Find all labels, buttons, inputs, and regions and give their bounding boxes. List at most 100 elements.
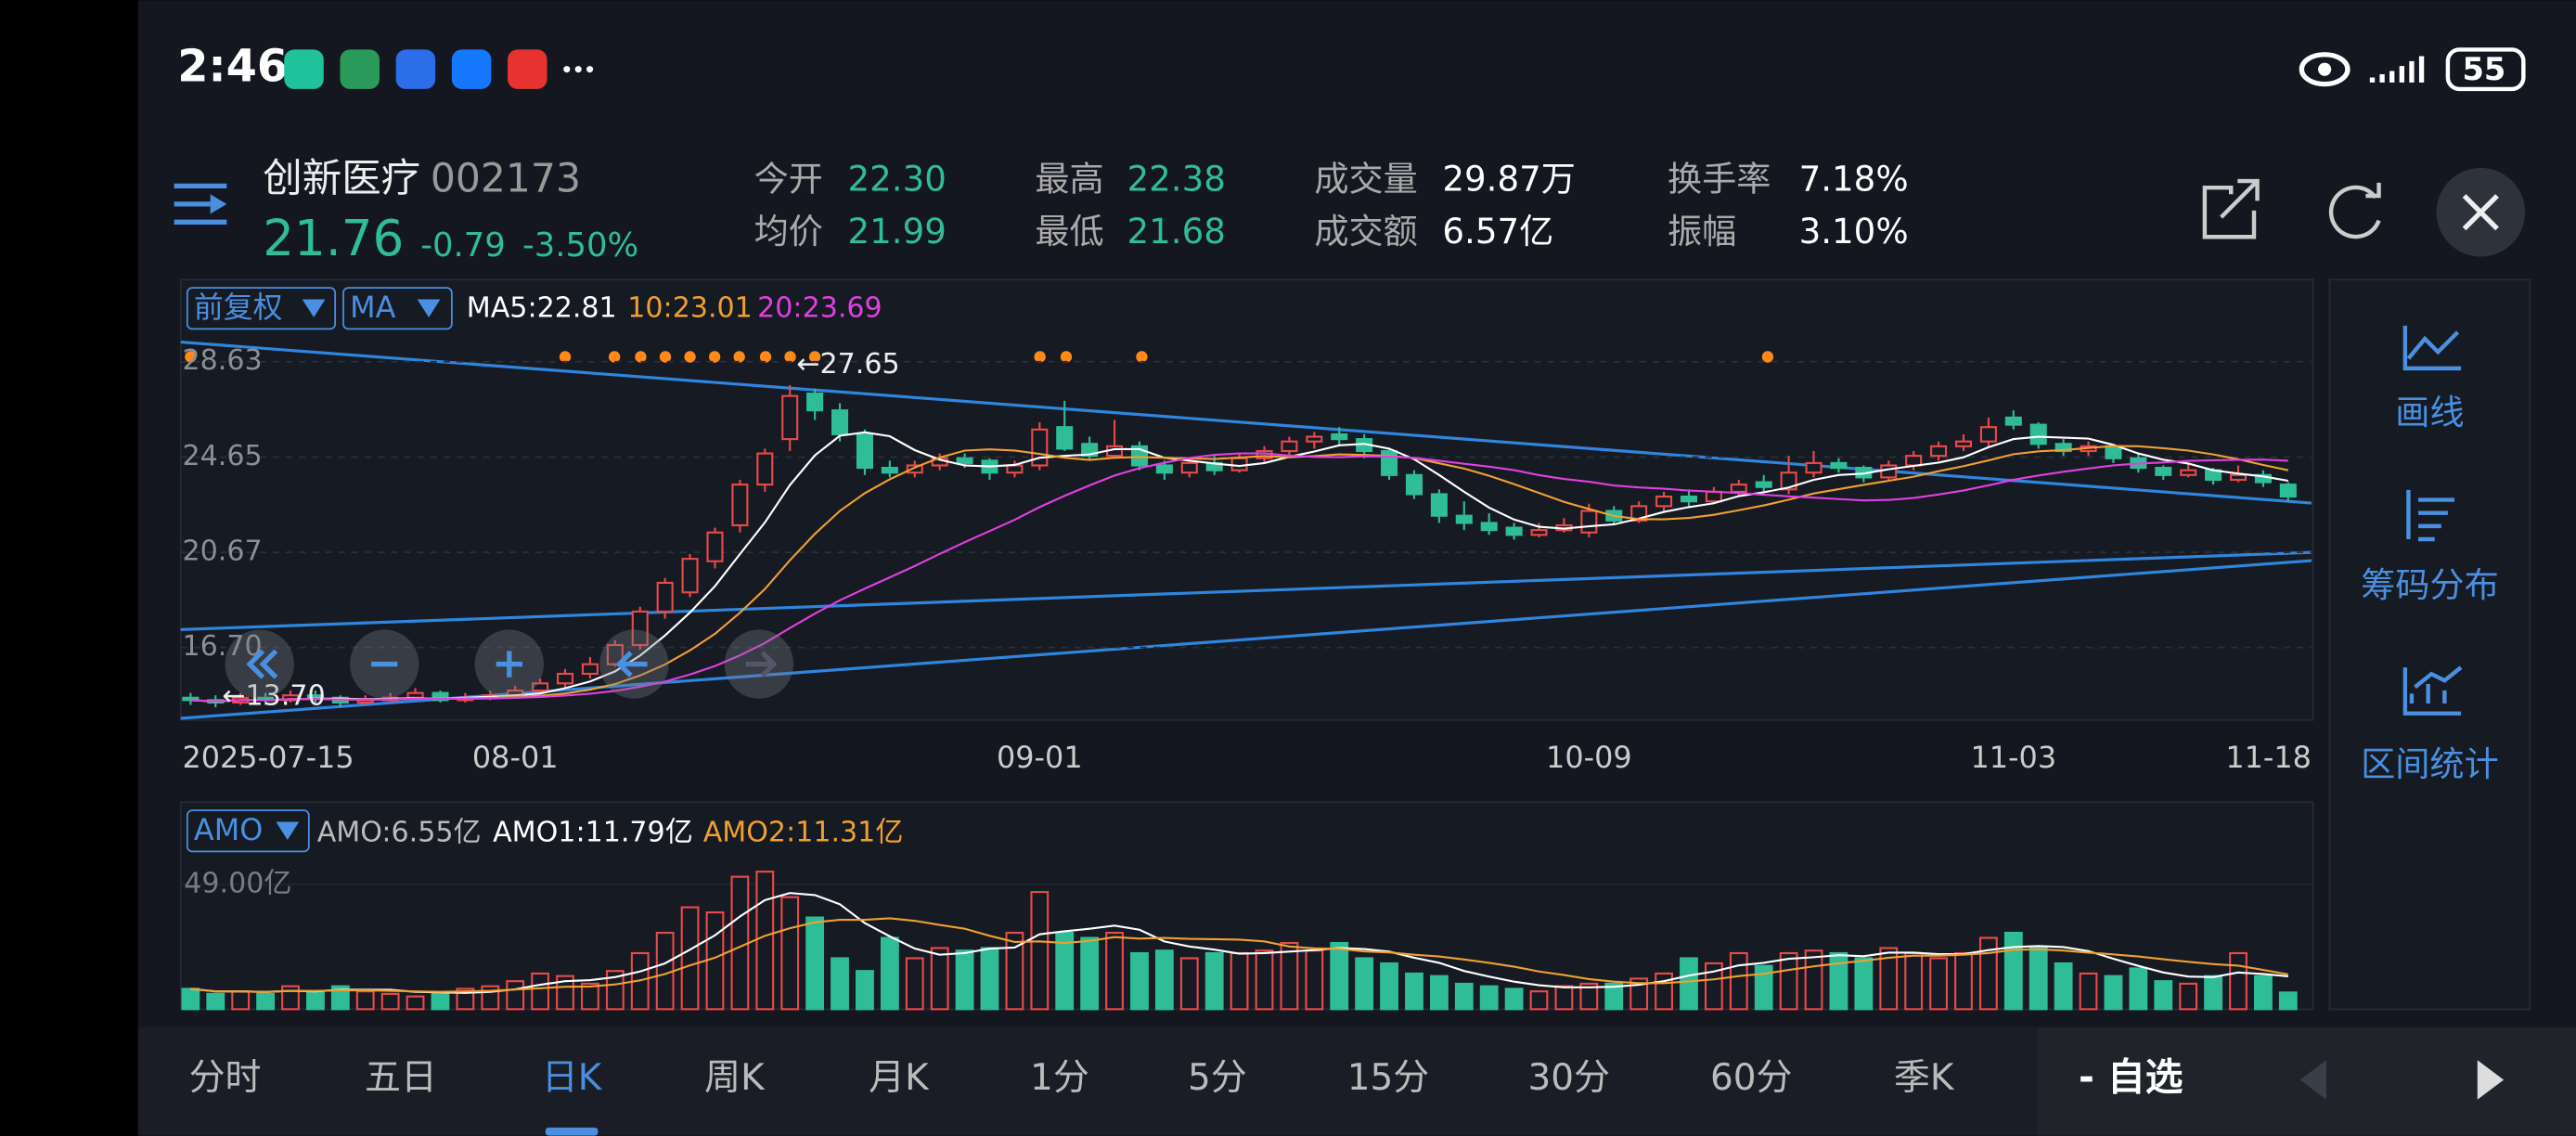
volume-bar	[1879, 947, 1899, 1011]
volume-bar	[256, 992, 276, 1011]
ma-line	[190, 445, 2289, 703]
candle-body	[631, 610, 649, 647]
legend-boxes[interactable]	[186, 287, 453, 853]
side-tool[interactable]: 区间统计	[2361, 743, 2499, 784]
tab[interactable]: 日K	[542, 1057, 603, 1099]
menu-icon[interactable]	[174, 183, 227, 225]
refresh-icon[interactable]	[2328, 182, 2381, 239]
zoom-buttons[interactable]	[225, 629, 794, 699]
min-label: ←13.70	[222, 679, 325, 712]
x-tick-label: 09-01	[997, 740, 1083, 775]
volume-bar	[531, 972, 550, 1011]
amo-label: AMO1:11.79亿	[493, 816, 693, 848]
volume-bar	[955, 949, 974, 1011]
y-tick-label: 49.00亿	[184, 867, 291, 899]
trend-lines	[180, 340, 2312, 720]
share-icon[interactable]	[2202, 178, 2260, 239]
candle-body	[1705, 490, 1722, 503]
candle-body	[1006, 464, 1024, 474]
candle-body	[1405, 473, 1423, 496]
prev-arrow[interactable]	[2299, 1060, 2326, 1100]
tabs: 分时 五日 日K 周K 月K 1分 5分 15分 30分 60分 季K	[189, 1057, 1955, 1136]
stat-label: 最低	[1035, 211, 1103, 252]
candle-body	[1381, 449, 1398, 476]
candle-body	[1780, 471, 1797, 491]
stat-label: 换手率	[1668, 159, 1771, 200]
candle-body	[906, 464, 923, 474]
adjust-label[interactable]: 前复权	[194, 290, 283, 325]
volume-bar	[2229, 951, 2248, 1011]
stat-value: 22.38	[1127, 159, 1226, 200]
stat-value: 6.57亿	[1442, 211, 1553, 252]
stat-label: 成交量	[1314, 159, 1417, 200]
price-pane	[179, 278, 2314, 721]
tab[interactable]: 30分	[1527, 1057, 1609, 1099]
tab[interactable]: 分时	[189, 1057, 262, 1099]
change-pct: -3.50%	[522, 226, 638, 265]
volume-bar	[1529, 990, 1549, 1011]
volume-bar	[556, 975, 574, 1011]
candle-body	[1430, 493, 1448, 517]
candle-body	[406, 691, 424, 699]
volume-bar	[1829, 951, 1848, 1011]
volume-bar	[1680, 957, 1698, 1011]
volume-bar	[880, 936, 899, 1011]
candle-body	[1480, 522, 1498, 532]
stat-label: 成交额	[1314, 211, 1417, 252]
watch-button[interactable]: - 自选	[2079, 1054, 2183, 1099]
stock-code: 002173	[431, 157, 581, 202]
volume-bar	[1429, 975, 1449, 1011]
volume-bar	[355, 990, 375, 1011]
amo-line	[190, 892, 2288, 994]
side-tool[interactable]: 画线	[2395, 392, 2464, 432]
tab[interactable]: 周K	[704, 1057, 766, 1099]
tab[interactable]: 5分	[1188, 1057, 1247, 1099]
max-label: ←27.65	[796, 348, 899, 381]
tab[interactable]: 15分	[1347, 1057, 1429, 1099]
candle-body	[1230, 457, 1248, 471]
side-icons[interactable]	[2402, 325, 2463, 716]
volume-bar	[2129, 967, 2148, 1011]
x-tick-label: 2025-07-15	[183, 740, 354, 775]
volume-indicator[interactable]: AMO	[194, 812, 263, 847]
signal-markers	[185, 351, 1774, 363]
volume-bar	[1579, 982, 1599, 1011]
side-tool[interactable]: 筹码分布	[2361, 564, 2499, 605]
candle-body	[1930, 445, 1948, 458]
tab[interactable]: 五日	[365, 1057, 437, 1099]
tab[interactable]: 1分	[1030, 1057, 1089, 1099]
volume-bar	[1005, 931, 1024, 1011]
volume-bar	[1280, 941, 1299, 1011]
ma-line	[190, 431, 2289, 703]
volume-bar	[1554, 985, 1574, 1011]
candle-body	[856, 432, 873, 470]
candle-body	[1979, 426, 1997, 443]
tab[interactable]: 60分	[1710, 1057, 1792, 1099]
volume-bar	[2154, 980, 2173, 1011]
volume-bar	[1080, 936, 1100, 1011]
candle-body	[581, 663, 599, 676]
side-panel	[2328, 278, 2531, 1011]
change: -0.79	[420, 226, 506, 265]
tab[interactable]: 月K	[869, 1057, 930, 1099]
volume-bar	[330, 985, 350, 1011]
candle-body	[1281, 440, 1298, 453]
volume-bar	[1255, 949, 1274, 1011]
indicator-label[interactable]: MA	[350, 290, 395, 325]
y-tick-label: 28.63	[183, 344, 263, 377]
amo-label: AMO2:11.31亿	[703, 816, 904, 848]
close-button[interactable]	[2436, 167, 2526, 257]
volume-bar	[306, 990, 325, 1011]
volume-bar	[1804, 949, 1823, 1011]
volume-bar	[1355, 957, 1374, 1011]
next-arrow[interactable]	[2477, 1060, 2505, 1100]
volume-bar	[856, 970, 874, 1011]
volume-bar	[1729, 951, 1748, 1011]
stat-label: 振幅	[1668, 211, 1736, 252]
tab[interactable]: 季K	[1894, 1057, 1955, 1099]
candle-body	[1954, 440, 1973, 447]
stat-value: 21.99	[848, 211, 947, 252]
volume-bar	[1604, 982, 1624, 1011]
